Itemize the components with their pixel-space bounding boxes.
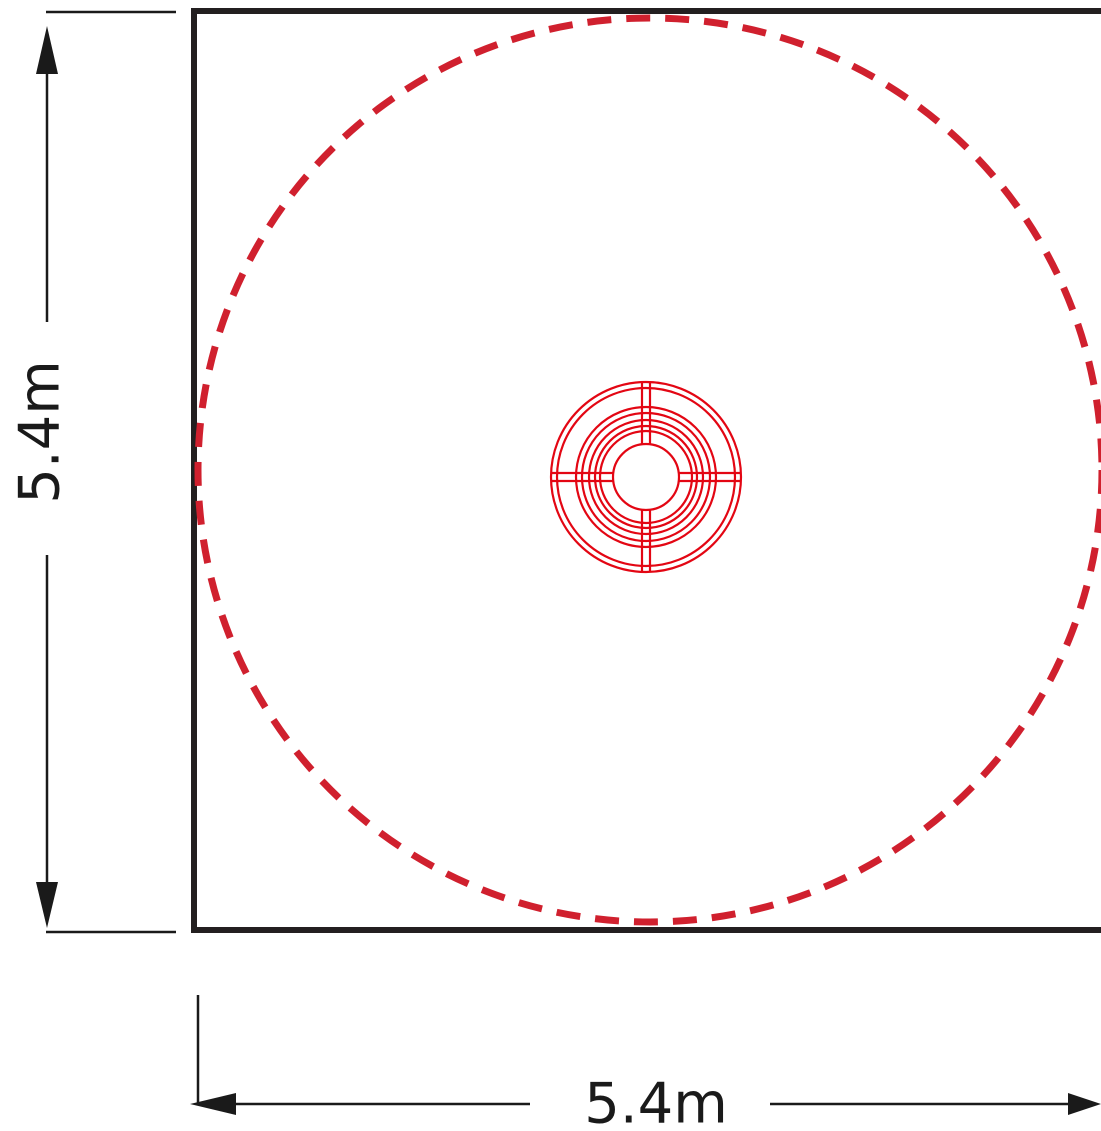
width-dimension: 5.4m <box>190 995 1101 1131</box>
arrow-down-icon <box>36 882 58 928</box>
area-square-outline <box>191 8 1101 933</box>
arrow-right-icon <box>1068 1093 1101 1115</box>
height-dimension-label: 5.4m <box>8 360 73 504</box>
arrow-up-icon <box>36 26 58 74</box>
width-dimension-label: 5.4m <box>584 1072 728 1131</box>
target-rings-icon <box>549 380 743 574</box>
height-dimension: 5.4m <box>8 10 176 934</box>
coverage-circle-dashed <box>194 14 1101 926</box>
arrow-left-icon <box>190 1093 236 1115</box>
